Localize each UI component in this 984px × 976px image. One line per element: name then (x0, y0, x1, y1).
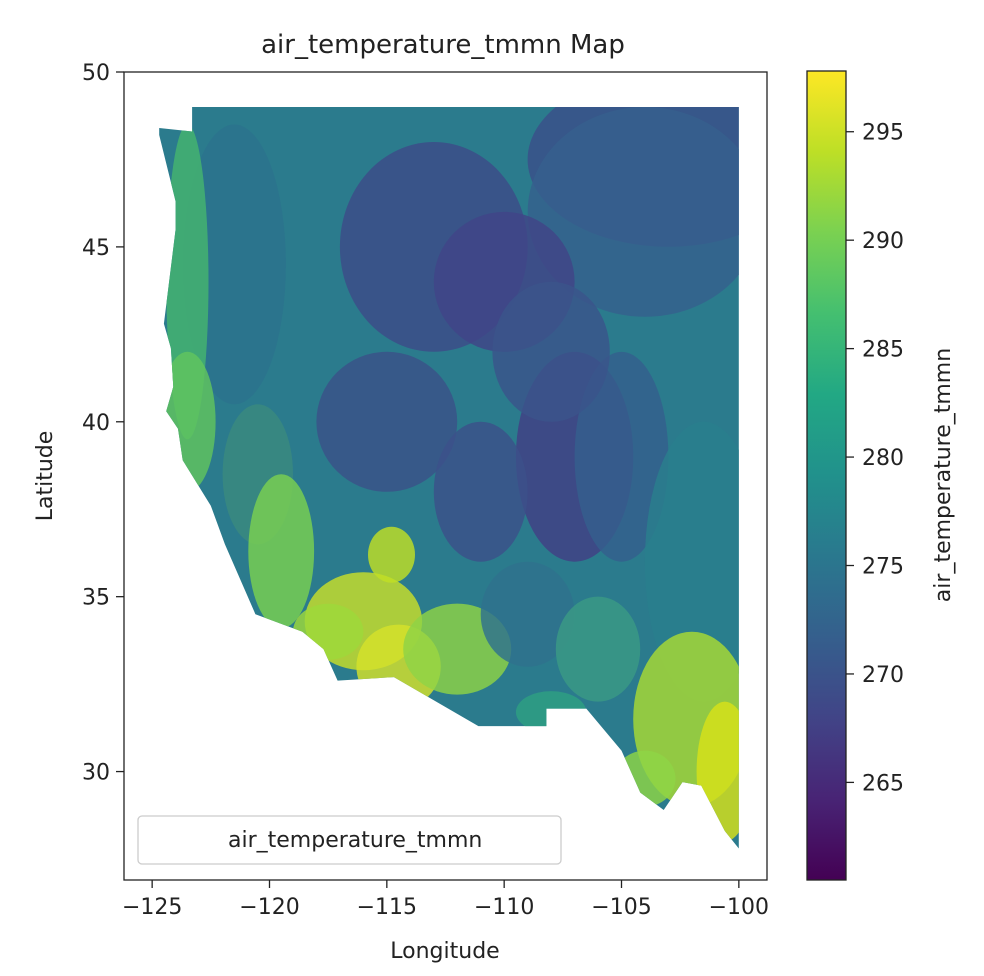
temperature-region (644, 421, 739, 702)
y-tick-label: 40 (82, 411, 110, 436)
legend-box (137, 815, 562, 865)
temperature-region (527, 107, 739, 317)
temperature-region (293, 603, 364, 660)
temperature-region (316, 351, 458, 492)
colorbar-tick-label: 265 (862, 771, 904, 796)
colorbar-tick-label: 285 (862, 338, 904, 363)
temperature-region (480, 561, 575, 667)
x-tick-label: −125 (122, 895, 182, 920)
x-tick-label: −105 (591, 895, 651, 920)
temperature-region (248, 474, 315, 629)
colorbar (806, 70, 847, 881)
y-tick-label: 45 (82, 236, 110, 261)
colorbar-tick-label: 280 (862, 446, 904, 471)
temperature-region (492, 281, 610, 422)
colorbar-ticks: 265 270 275 280 285 290 295 (846, 121, 904, 796)
y-tick-label: 35 (82, 586, 110, 611)
temperature-region (614, 750, 676, 807)
colorbar-tick-label: 295 (862, 121, 904, 146)
legend-label: air_temperature_tmmn (228, 828, 482, 853)
temperature-region (433, 421, 528, 562)
plot-frame (123, 71, 768, 881)
temperature-region (515, 691, 587, 734)
colorbar-tick-label: 290 (862, 229, 904, 254)
y-tick-label: 30 (82, 761, 110, 786)
x-tick-label: −110 (474, 895, 534, 920)
temperature-region (555, 596, 641, 702)
colorbar-tick-label: 270 (862, 663, 904, 688)
y-tick-label: 50 (82, 61, 110, 86)
temperature-region (574, 351, 669, 562)
x-tick-label: −115 (357, 895, 417, 920)
colorbar-label: air_temperature_tmmn (931, 348, 956, 602)
chart-title: air_temperature_tmmn Map (261, 30, 625, 60)
y-axis: 30 35 40 45 50 (82, 61, 124, 786)
map-raster (159, 107, 739, 849)
x-axis: −125 −120 −115 −110 −105 −100 (122, 880, 769, 920)
temperature-region (159, 351, 216, 492)
temperature-region (696, 701, 739, 842)
y-axis-label: Latitude (33, 431, 58, 522)
colorbar-tick-label: 275 (862, 555, 904, 580)
legend: air_temperature_tmmn (137, 815, 562, 865)
temperature-region (368, 526, 415, 583)
x-axis-label: Longitude (390, 939, 499, 964)
x-tick-label: −120 (239, 895, 299, 920)
temperature-region (182, 124, 286, 405)
x-tick-label: −100 (709, 895, 769, 920)
